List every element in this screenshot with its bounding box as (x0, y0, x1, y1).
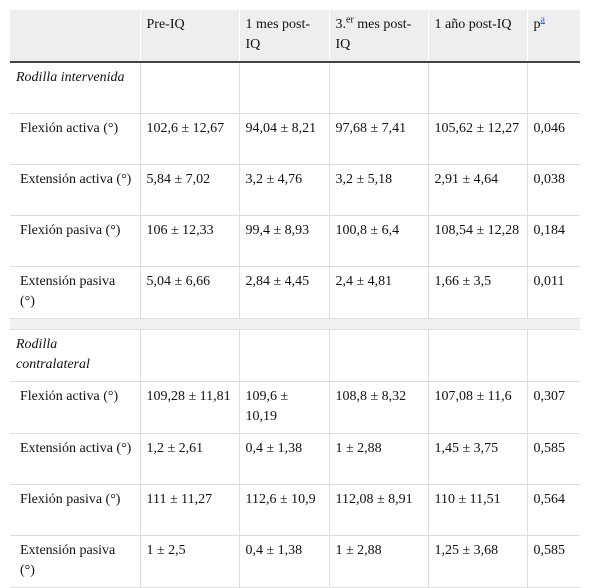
value-cell: 100,8 ± 6,4 (328, 215, 428, 267)
value-cell: 0,184 (526, 215, 580, 267)
header-cell: 1 mes post-IQ (238, 10, 329, 63)
data-row: Flexión activa (°) 102,6 ± 12,67 94,04 ± 8… (10, 113, 580, 165)
value-cell: 110 ± 11,51 (427, 484, 527, 536)
row-label: Extensión pasiva (°) (10, 535, 140, 588)
value-cell: 0,011 (526, 266, 580, 319)
header-cell (10, 10, 140, 63)
value-cell: 0,564 (526, 484, 580, 536)
row-label: Extensión activa (°) (10, 433, 140, 485)
value-cell: 5,84 ± 7,02 (139, 164, 239, 216)
value-cell: 0,4 ± 1,38 (238, 535, 329, 588)
value-cell: 105,62 ± 12,27 (427, 113, 527, 165)
header-row: Pre-IQ 1 mes post-IQ 3.er mes post-IQ 1 … (10, 10, 580, 63)
value-cell: 1 ± 2,88 (328, 535, 428, 588)
value-cell: 99,4 ± 8,93 (238, 215, 329, 267)
value-cell: 112,08 ± 8,91 (328, 484, 428, 536)
section-row: Rodilla contralateral (10, 329, 580, 382)
data-row: Flexión pasiva (°) 111 ± 11,27 112,6 ± 10,… (10, 484, 580, 536)
value-cell: 0,585 (526, 433, 580, 485)
table-body: Rodilla intervenida Flexión activa (°) 102… (10, 62, 580, 588)
header-cell: 1 año post-IQ (427, 10, 527, 63)
value-cell: 109,28 ± 11,81 (139, 381, 239, 434)
empty-cell (427, 62, 527, 114)
header-text: mes post-IQ (335, 17, 412, 52)
value-cell: 0,585 (526, 535, 580, 588)
header-cell: 3.er mes post-IQ (328, 10, 428, 63)
data-row: Flexión activa (°) 109,28 ± 11,81 109,6 ± … (10, 381, 580, 434)
row-label: Flexión pasiva (°) (10, 215, 140, 267)
value-cell: 97,68 ± 7,41 (328, 113, 428, 165)
value-cell: 1 ± 2,88 (328, 433, 428, 485)
value-cell: 94,04 ± 8,21 (238, 113, 329, 165)
value-cell: 0,307 (526, 381, 580, 434)
superscript: er (346, 14, 354, 26)
empty-cell (238, 62, 329, 114)
value-cell: 0,046 (526, 113, 580, 165)
header-text: p (533, 17, 541, 32)
value-cell: 0,4 ± 1,38 (238, 433, 329, 485)
value-cell: 1 ± 2,5 (139, 535, 239, 588)
row-label: Flexión activa (°) (10, 381, 140, 434)
row-label: Flexión pasiva (°) (10, 484, 140, 536)
value-cell: 108,8 ± 8,32 (328, 381, 428, 434)
data-row: Extensión activa (°) 1,2 ± 2,61 0,4 ± 1,38… (10, 433, 580, 485)
data-table: Pre-IQ 1 mes post-IQ 3.er mes post-IQ 1 … (10, 10, 580, 588)
value-cell: 5,04 ± 6,66 (139, 266, 239, 319)
empty-cell (526, 329, 580, 382)
empty-cell (526, 62, 580, 114)
empty-cell (328, 329, 428, 382)
data-row: Extensión activa (°) 5,84 ± 7,02 3,2 ± 4,7… (10, 164, 580, 216)
row-label: Extensión pasiva (°) (10, 266, 140, 319)
footnote-link[interactable]: a (540, 14, 545, 26)
empty-cell (238, 329, 329, 382)
value-cell: 0,038 (526, 164, 580, 216)
value-cell: 2,4 ± 4,81 (328, 266, 428, 319)
section-row: Rodilla intervenida (10, 62, 580, 114)
table-header: Pre-IQ 1 mes post-IQ 3.er mes post-IQ 1 … (10, 10, 580, 63)
row-label: Extensión activa (°) (10, 164, 140, 216)
empty-cell (139, 329, 239, 382)
spacer-cell (10, 318, 580, 330)
section-title: Rodilla contralateral (10, 329, 140, 382)
value-cell: 109,6 ± 10,19 (238, 381, 329, 434)
value-cell: 1,45 ± 3,75 (427, 433, 527, 485)
row-label: Flexión activa (°) (10, 113, 140, 165)
value-cell: 2,91 ± 4,64 (427, 164, 527, 216)
value-cell: 1,2 ± 2,61 (139, 433, 239, 485)
value-cell: 3,2 ± 5,18 (328, 164, 428, 216)
spacer-row (10, 318, 580, 330)
value-cell: 1,66 ± 3,5 (427, 266, 527, 319)
superscript: a (541, 14, 545, 25)
header-cell: Pre-IQ (139, 10, 239, 63)
value-cell: 112,6 ± 10,9 (238, 484, 329, 536)
value-cell: 106 ± 12,33 (139, 215, 239, 267)
empty-cell (328, 62, 428, 114)
value-cell: 108,54 ± 12,28 (427, 215, 527, 267)
empty-cell (427, 329, 527, 382)
data-row: Extensión pasiva (°) 1 ± 2,5 0,4 ± 1,38 1 ±… (10, 535, 580, 588)
section-title: Rodilla intervenida (10, 62, 140, 114)
value-cell: 2,84 ± 4,45 (238, 266, 329, 319)
data-row: Flexión pasiva (°) 106 ± 12,33 99,4 ± 8,93… (10, 215, 580, 267)
value-cell: 1,25 ± 3,68 (427, 535, 527, 588)
value-cell: 3,2 ± 4,76 (238, 164, 329, 216)
value-cell: 102,6 ± 12,67 (139, 113, 239, 165)
header-cell: pa (526, 10, 580, 63)
value-cell: 107,08 ± 11,6 (427, 381, 527, 434)
data-row: Extensión pasiva (°) 5,04 ± 6,66 2,84 ± 4,… (10, 266, 580, 319)
empty-cell (139, 62, 239, 114)
value-cell: 111 ± 11,27 (139, 484, 239, 536)
header-text: 3. (335, 17, 347, 32)
